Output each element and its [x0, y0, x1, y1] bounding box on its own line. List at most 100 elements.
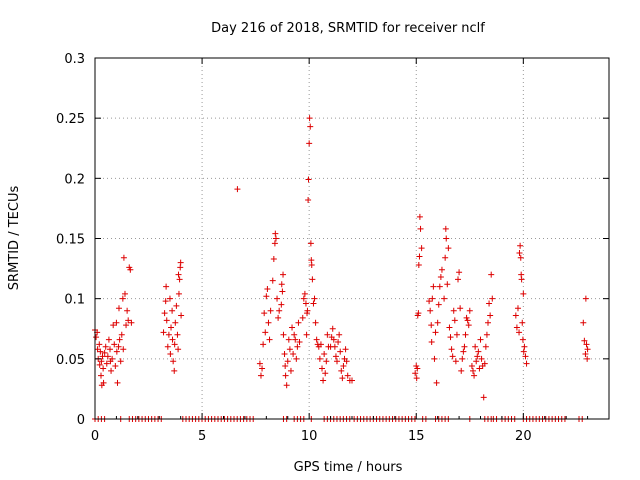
- data-point: [481, 360, 488, 367]
- data-point: [305, 196, 312, 203]
- data-point: [111, 341, 118, 348]
- data-point: [466, 307, 473, 314]
- data-point: [514, 305, 521, 312]
- data-point: [114, 379, 121, 386]
- data-point: [128, 319, 135, 326]
- data-point: [453, 331, 460, 338]
- x-tick-label: 20: [515, 429, 532, 444]
- data-point: [448, 346, 455, 353]
- data-point: [432, 329, 439, 336]
- data-point: [167, 351, 174, 358]
- data-point: [97, 348, 104, 355]
- data-point: [330, 336, 337, 343]
- data-point: [460, 348, 467, 355]
- data-point: [335, 338, 342, 345]
- data-point: [116, 336, 123, 343]
- data-point: [175, 271, 182, 278]
- data-point: [450, 307, 457, 314]
- data-point: [286, 346, 293, 353]
- data-point: [417, 225, 424, 232]
- data-point: [483, 331, 490, 338]
- data-point: [429, 295, 436, 302]
- data-point: [270, 255, 277, 262]
- data-point: [174, 331, 181, 338]
- data-point: [305, 176, 312, 183]
- data-point: [267, 307, 274, 314]
- data-point: [438, 266, 445, 273]
- data-point: [582, 351, 589, 358]
- data-point: [583, 341, 590, 348]
- data-point: [161, 310, 168, 317]
- data-point: [582, 295, 589, 302]
- data-point: [99, 353, 106, 360]
- data-point: [110, 322, 117, 329]
- data-point: [275, 314, 282, 321]
- data-point: [431, 355, 438, 362]
- data-point: [336, 331, 343, 338]
- data-point: [173, 302, 180, 309]
- data-point: [105, 336, 112, 343]
- y-axis-label: SRMTID / TECUs: [7, 186, 22, 291]
- data-point: [580, 319, 587, 326]
- data-point: [115, 305, 122, 312]
- data-point: [519, 319, 526, 326]
- data-point: [171, 367, 178, 374]
- data-point: [487, 312, 494, 319]
- data-point: [313, 336, 320, 343]
- data-point: [175, 346, 182, 353]
- data-point: [476, 365, 483, 372]
- data-point: [427, 307, 434, 314]
- x-tick-labels: 0 5 10 15 20: [91, 429, 532, 444]
- data-point: [307, 240, 314, 247]
- data-point: [103, 360, 110, 367]
- data-point: [441, 295, 448, 302]
- data-point: [470, 367, 477, 374]
- data-point: [271, 240, 278, 247]
- data-point: [519, 336, 526, 343]
- data-point: [320, 377, 327, 384]
- data-point: [517, 254, 524, 261]
- data-point: [306, 140, 313, 147]
- data-point: [415, 261, 422, 268]
- y-tick-labels: 0 0.05 0.1 0.15 0.2 0.25 0.3: [56, 52, 85, 428]
- data-point: [112, 363, 119, 370]
- data-point: [100, 365, 107, 372]
- grid: [95, 58, 609, 419]
- data-point: [177, 259, 184, 266]
- data-point: [160, 329, 167, 336]
- data-point: [96, 341, 103, 348]
- data-point: [100, 379, 107, 386]
- data-point: [418, 245, 425, 252]
- data-point: [471, 372, 478, 379]
- data-point: [306, 115, 313, 122]
- data-point: [294, 343, 301, 350]
- data-point: [451, 317, 458, 324]
- data-point: [488, 271, 495, 278]
- data-point: [523, 360, 530, 367]
- data-point: [113, 319, 120, 326]
- data-point: [106, 346, 113, 353]
- data-point: [96, 361, 103, 368]
- data-point: [163, 283, 170, 290]
- data-point: [276, 307, 283, 314]
- data-point: [319, 365, 326, 372]
- data-point: [281, 351, 288, 358]
- data-point: [331, 343, 338, 350]
- data-point: [303, 331, 310, 338]
- x-tick-label: 15: [408, 429, 425, 444]
- data-point: [344, 372, 351, 379]
- data-point: [522, 353, 529, 360]
- y-tick-label: 0.2: [64, 172, 85, 187]
- data-point: [302, 300, 309, 307]
- data-point: [308, 261, 315, 268]
- data-point: [257, 372, 264, 379]
- data-point: [520, 290, 527, 297]
- data-point: [581, 337, 588, 344]
- data-point: [292, 336, 299, 343]
- data-point: [477, 336, 484, 343]
- data-point: [265, 319, 272, 326]
- data-point: [459, 355, 466, 362]
- data-point: [113, 348, 120, 355]
- y-tick-label: 0.25: [56, 112, 85, 127]
- data-point: [428, 322, 435, 329]
